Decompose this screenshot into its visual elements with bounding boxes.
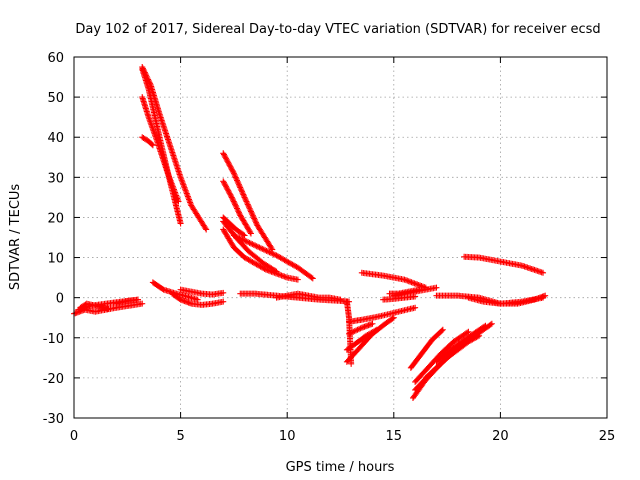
y-tick-label: 20 — [47, 211, 64, 226]
series-arc-32 — [412, 328, 472, 385]
data-point-markers — [461, 253, 547, 276]
y-tick-label: 30 — [47, 171, 64, 186]
data-point-markers — [220, 218, 280, 275]
series-arc-4 — [113, 296, 141, 307]
series-arc-13 — [220, 178, 254, 237]
series-arc-35 — [461, 253, 547, 276]
series-arc-14 — [220, 214, 248, 239]
series-arc-11 — [177, 286, 227, 298]
series-arc-15 — [220, 226, 301, 283]
series-arc-6 — [139, 64, 210, 233]
data-point-markers — [412, 328, 472, 385]
series-arc-21 — [346, 304, 419, 325]
x-tick-label: 20 — [492, 429, 509, 444]
data-point-markers — [149, 279, 201, 303]
series-arc-37 — [465, 292, 549, 307]
x-tick-label: 10 — [279, 429, 296, 444]
y-axis-label: SDTVAR / TECUs — [8, 184, 23, 291]
data-point-markers — [220, 226, 301, 283]
series-arc-19 — [273, 290, 344, 303]
series-arc-3 — [77, 300, 112, 312]
series-arc-34 — [433, 322, 489, 365]
series-arc-33 — [422, 332, 483, 381]
y-tick-label: 50 — [47, 91, 64, 106]
series-arc-7 — [139, 94, 182, 205]
x-tick-label: 15 — [386, 429, 403, 444]
y-tick-label: 10 — [47, 252, 64, 267]
chart-title: Day 102 of 2017, Sidereal Day-to-day VTE… — [75, 22, 600, 37]
plot-frame — [73, 56, 608, 419]
data-point-markers — [380, 293, 419, 303]
series-arc-25 — [358, 269, 429, 291]
data-point-markers — [465, 292, 549, 307]
series-arc-9 — [149, 279, 201, 303]
series-arc-30 — [409, 320, 495, 401]
series-arc-5 — [139, 66, 184, 227]
x-tick-label: 0 — [70, 429, 78, 444]
data-point-markers — [358, 269, 429, 291]
data-point-markers — [139, 64, 210, 233]
data-point-markers — [422, 332, 483, 381]
series-arc-26 — [380, 293, 419, 303]
series-arc-17 — [220, 218, 280, 275]
y-tick-label: -10 — [43, 332, 64, 347]
data-point-markers — [139, 66, 184, 227]
x-axis-label: GPS time / hours — [286, 460, 395, 475]
data-point-markers — [220, 214, 248, 239]
data-point-markers — [139, 94, 182, 205]
data-point-markers — [346, 320, 376, 337]
data-point-markers — [77, 300, 112, 312]
y-tick-label: 0 — [56, 292, 64, 307]
tick-layer: 0 5 10 15 20 25 -30 -20 -10 0 10 20 30 40 50 60 — [43, 51, 616, 444]
data-point-markers — [139, 134, 156, 149]
data-layer — [71, 64, 549, 401]
data-point-markers — [113, 296, 141, 307]
series-arc-28 — [386, 286, 423, 297]
x-tick-label: 5 — [176, 429, 184, 444]
series-arc-10 — [169, 290, 227, 308]
data-point-markers — [409, 320, 495, 401]
data-point-markers — [407, 326, 446, 371]
series-arc-29 — [407, 326, 446, 371]
y-tick-label: -30 — [43, 412, 64, 427]
y-tick-label: 40 — [47, 131, 64, 146]
data-point-markers — [177, 286, 227, 298]
data-point-markers — [169, 290, 227, 308]
x-tick-label: 25 — [599, 429, 616, 444]
y-tick-label: 60 — [47, 51, 64, 66]
series-arc-24 — [346, 320, 376, 337]
data-point-markers — [386, 286, 423, 297]
series-arc-8 — [139, 134, 156, 149]
data-point-markers — [343, 326, 380, 353]
data-point-markers — [273, 290, 344, 303]
series-arc-23 — [343, 326, 380, 353]
data-point-markers — [346, 304, 419, 325]
series-arc-12 — [220, 150, 276, 253]
data-point-markers — [220, 178, 254, 237]
y-tick-label: -20 — [43, 372, 64, 387]
data-point-markers — [220, 150, 276, 253]
data-point-markers — [433, 322, 489, 365]
